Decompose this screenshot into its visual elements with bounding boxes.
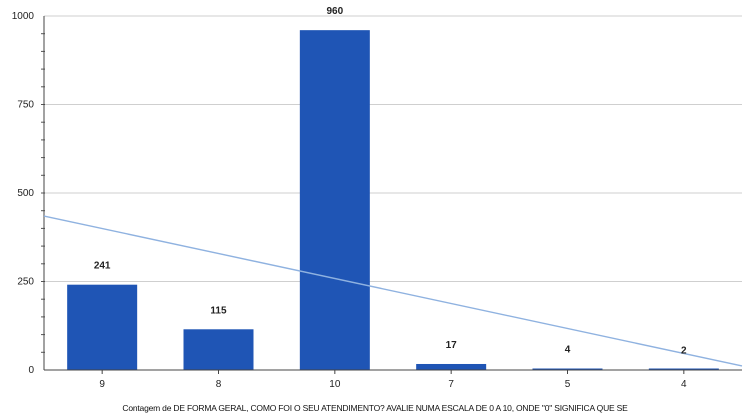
bar [416,363,487,370]
data-label: 2 [681,345,687,356]
y-tick-label: 750 [17,100,34,111]
trendline-line [43,215,743,367]
bar [532,368,603,370]
trendline [43,215,743,367]
y-tick-label: 500 [17,188,34,199]
x-tick-label: 10 [329,379,341,390]
bar [67,284,138,370]
data-label: 115 [210,305,227,316]
bar [299,30,370,370]
x-tick-label: 9 [99,379,105,390]
bar [648,368,719,370]
bar [183,329,254,370]
x-tick-label: 7 [448,379,454,390]
x-tick-label: 5 [565,379,571,390]
gridlines [44,15,742,371]
data-labels: 241 115 960 17 4 2 [94,6,687,356]
data-label: 241 [94,261,111,272]
data-label: 4 [565,345,571,356]
bars [67,30,719,370]
y-tick-label: 0 [28,365,34,376]
y-tick-label: 1000 [12,11,35,22]
x-tick-label: 4 [681,379,687,390]
data-label: 960 [326,6,343,17]
data-label: 17 [446,340,458,351]
x-axis-title: Contagem de DE FORMA GERAL, COMO FOI O S… [122,403,628,413]
y-axis: 0 250 500 750 1000 [12,11,45,376]
y-tick-label: 250 [17,277,34,288]
x-axis: 9 8 10 7 5 4 [44,369,742,390]
x-tick-label: 8 [216,379,222,390]
